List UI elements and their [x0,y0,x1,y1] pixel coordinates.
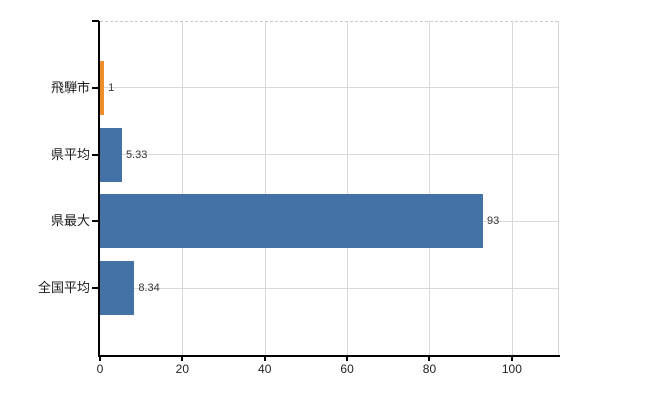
bar-national-average [100,261,135,316]
h-gridline-prefecture-average [100,154,558,156]
x-tick-label-80: 80 [422,362,437,376]
v-gridline-40 [264,21,266,355]
x-axis-tick-20 [181,357,184,361]
y-axis-tick-prefecture-max [92,220,99,223]
bar-prefecture-max [100,194,484,249]
x-tick-label-20: 20 [175,362,190,376]
v-gridline-80 [429,21,431,355]
y-axis-end-tick [92,20,99,22]
plot-right-border [558,21,559,355]
x-axis-tick-80 [428,357,431,361]
x-axis-tick-0 [99,357,101,361]
value-label-prefecture-max: 93 [487,215,500,228]
x-axis-tick-100 [510,357,513,361]
x-tick-label-40: 40 [258,362,272,376]
x-tick-label-100: 100 [501,362,522,376]
category-label-hida-city: 飛騨市 [50,79,90,95]
x-tick-label-0: 0 [96,362,104,376]
h-gridline-national-average [100,287,558,289]
x-axis-tick-60 [346,357,349,361]
y-axis-tick-hida-city [92,86,99,89]
value-label-hida-city: 1 [108,81,115,94]
y-axis-tick-prefecture-average [92,153,99,156]
v-gridline-100 [511,21,513,355]
y-axis-tick-national-average [92,287,99,290]
x-axis-tick-40 [263,357,266,361]
v-gridline-20 [182,21,184,355]
h-gridline-hida-city [100,87,558,89]
category-label-national-average: 全国平均 [37,280,90,296]
v-gridline-60 [347,21,349,355]
x-tick-label-60: 60 [340,362,354,376]
value-label-national-average: 8.34 [138,282,160,295]
bar-prefecture-average [100,127,122,182]
plot-top-border [100,21,558,22]
y-axis-line [98,21,100,357]
plot-area [100,21,558,355]
bar-hida-city [100,60,105,115]
category-label-prefecture-max: 県最大 [50,213,90,229]
category-label-prefecture-average: 県平均 [50,146,90,162]
x-axis-line [98,355,560,357]
value-label-prefecture-average: 5.33 [125,148,148,161]
